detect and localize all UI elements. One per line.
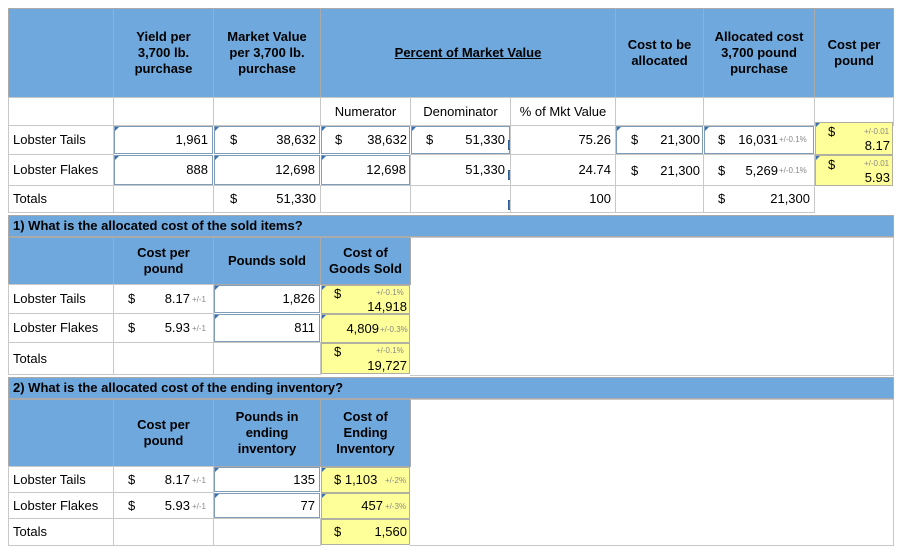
row-label-totals: Totals <box>8 185 114 213</box>
pct-lobster-flakes: 24.74 <box>510 154 616 186</box>
numerator-totals <box>320 185 411 213</box>
q1-header-cost-per-pound: Cost per pound <box>113 237 214 285</box>
header-yield: Yield per 3,700 lb. purchase <box>113 8 214 98</box>
q1-row-label-lobster-tails: Lobster Tails <box>8 284 114 314</box>
subheader-denominator: Denominator <box>410 97 511 126</box>
subheader-blank-mv <box>213 97 321 126</box>
yield-totals <box>113 185 214 213</box>
subheader-blank-cpp <box>814 97 894 126</box>
yield-lobster-tails-input[interactable]: 1,961 <box>114 126 213 154</box>
q1-pounds-sold-lobster-flakes-input[interactable]: 811 <box>214 314 320 342</box>
subheader-numerator: Numerator <box>320 97 411 126</box>
q2-pounds-ending-lobster-tails-input[interactable]: 135 <box>214 467 320 492</box>
row-label-lobster-tails: Lobster Tails <box>8 125 114 155</box>
q2-empty-area <box>410 399 894 546</box>
row-label-lobster-flakes: Lobster Flakes <box>8 154 114 186</box>
numerator-lobster-flakes-input[interactable]: 12,698 <box>321 155 410 185</box>
q1-cogs-totals-answer[interactable] <box>321 343 410 374</box>
cost-to-allocate-lobster-tails-input[interactable] <box>616 126 703 154</box>
market-value-lobster-flakes-input[interactable]: 12,698 <box>214 155 320 185</box>
question-2-title: 2) What is the allocated cost of the end… <box>8 377 894 399</box>
cost-per-pound-lobster-tails-answer[interactable] <box>815 122 893 155</box>
cost-to-allocate-totals <box>615 185 704 213</box>
q2-row-label-totals: Totals <box>8 518 114 546</box>
q2-coei-totals-answer[interactable] <box>321 519 410 545</box>
pct-totals: 100 <box>510 185 616 213</box>
q2-header-blank <box>8 399 114 467</box>
question-1-title: 1) What is the allocated cost of the sol… <box>8 215 894 237</box>
pct-lobster-tails: 75.26 <box>510 125 616 155</box>
header-percent-of-market-value: Percent of Market Value <box>320 8 616 98</box>
allocated-cost-lobster-tails-input[interactable] <box>704 126 814 154</box>
subheader-blank <box>8 97 114 126</box>
numerator-lobster-tails-input[interactable] <box>321 126 410 154</box>
denominator-lobster-tails-input[interactable] <box>411 126 510 154</box>
header-market-value: Market Value per 3,700 lb. purchase <box>213 8 321 98</box>
subheader-blank-ca <box>615 97 704 126</box>
q1-pounds-sold-totals <box>213 342 321 375</box>
market-value-lobster-tails-input[interactable] <box>214 126 320 154</box>
q1-row-label-totals: Totals <box>8 342 114 375</box>
q1-header-pounds-sold: Pounds sold <box>213 237 321 285</box>
header-cost-to-be-allocated: Cost to be allocated <box>615 8 704 98</box>
q1-row-label-lobster-flakes: Lobster Flakes <box>8 313 114 343</box>
header-allocated-cost: Allocated cost 3,700 pound purchase <box>703 8 815 98</box>
header-cost-per-pound: Cost per pound <box>814 8 894 98</box>
header-blank <box>8 8 114 98</box>
allocated-cost-lobster-flakes <box>703 154 815 186</box>
q2-coei-lobster-flakes-answer[interactable] <box>321 493 410 519</box>
q1-cogs-lobster-tails-answer[interactable] <box>321 285 410 314</box>
allocated-cost-totals <box>703 185 815 213</box>
cost-per-pound-lobster-flakes-answer[interactable] <box>815 155 893 186</box>
q1-cost-per-pound-totals <box>113 342 214 375</box>
denominator-lobster-flakes: 51,330 <box>410 154 511 186</box>
denominator-totals <box>410 185 511 213</box>
q1-header-blank <box>8 237 114 285</box>
q2-row-label-lobster-tails: Lobster Tails <box>8 466 114 493</box>
q2-cost-per-pound-lobster-tails <box>113 466 214 493</box>
q2-pounds-ending-totals <box>213 518 321 546</box>
subheader-pct-of-mkt-value: % of Mkt Value <box>510 97 616 126</box>
q2-pounds-ending-lobster-flakes-input[interactable]: 77 <box>214 493 320 518</box>
subheader-blank-yield <box>113 97 214 126</box>
q1-empty-area <box>410 237 894 376</box>
yield-lobster-flakes-input[interactable]: 888 <box>114 155 213 185</box>
q1-cogs-lobster-flakes-answer[interactable] <box>321 314 410 343</box>
market-value-totals <box>213 185 321 213</box>
subheader-blank-al <box>703 97 815 126</box>
q2-row-label-lobster-flakes: Lobster Flakes <box>8 492 114 519</box>
q2-header-pounds-ending: Pounds in ending inventory <box>213 399 321 467</box>
q2-cost-per-pound-totals <box>113 518 214 546</box>
q2-header-cost-per-pound: Cost per pound <box>113 399 214 467</box>
q1-header-cogs: Cost of Goods Sold <box>320 237 411 285</box>
q2-header-coei: Cost of Ending Inventory <box>320 399 411 467</box>
q1-pounds-sold-lobster-tails-input[interactable]: 1,826 <box>214 285 320 313</box>
q2-coei-lobster-tails-answer[interactable] <box>321 467 410 493</box>
